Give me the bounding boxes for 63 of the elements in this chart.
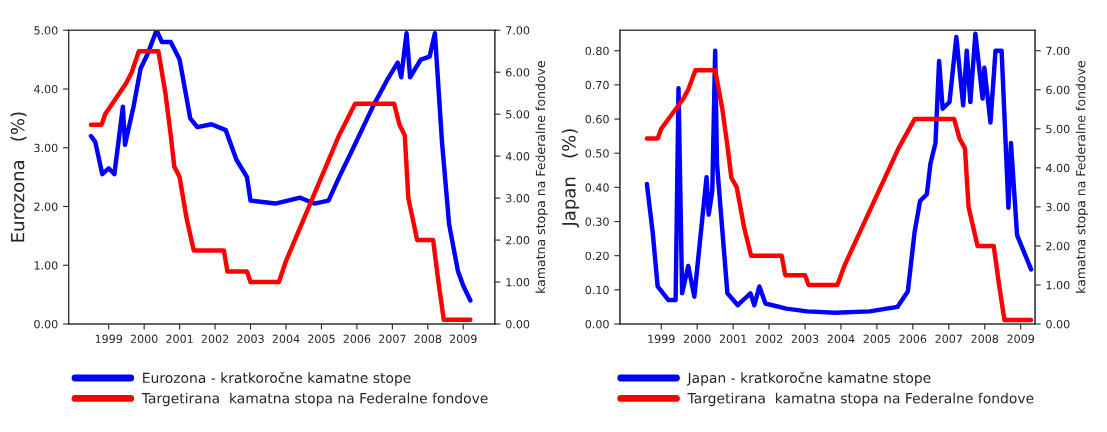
x-tick-label: 2002: [755, 334, 783, 344]
legend-label: Targetirana kamatna stopa na Federalne fondove: [141, 392, 488, 407]
x-tick-label: 2000: [130, 334, 158, 344]
x-tick-label: 2006: [899, 334, 927, 344]
y-tick-label: 0.60: [585, 115, 609, 124]
y-axis-title: Japan (%): [561, 129, 580, 228]
y-tick-label: 0.50: [585, 149, 609, 158]
x-tick-label: 2000: [683, 334, 711, 344]
line-series: [644, 68, 1034, 323]
y2-tick-label: 7.00: [506, 26, 530, 35]
y2-tick-label: 5.00: [1046, 124, 1070, 134]
y2-tick-label: 7.00: [1046, 46, 1070, 56]
x-tick-label: 2005: [863, 334, 891, 344]
y2-tick-label: 0.00: [505, 319, 530, 329]
y-tick-label: 1.00: [34, 261, 58, 270]
y-tick-label: 0.30: [585, 217, 609, 226]
legend-label: Targetirana kamatna stopa na Federalne fondove: [687, 392, 1034, 407]
y2-tick-label: 2.00: [506, 236, 530, 245]
x-tick-label: 2003: [791, 334, 819, 344]
y-tick-label: 0.10: [585, 285, 609, 295]
x-tick-label: 1999: [95, 334, 123, 344]
y2-tick-label: 3.00: [1046, 202, 1070, 212]
x-tick-label: 2005: [308, 334, 335, 344]
y2-tick-label: 6.00: [1046, 85, 1070, 95]
y-tick-label: 0.00: [34, 319, 58, 329]
y-axis-title: Eurozona (%): [10, 112, 27, 242]
x-tick-label: 2002: [201, 334, 229, 344]
y-tick-label: 3.00: [34, 143, 58, 153]
y-tick-label: 0.70: [585, 80, 609, 90]
y-tick-label: 0.40: [585, 183, 609, 192]
y2-tick-label: 1.00: [506, 278, 530, 287]
y2-axis-title: kamatna stopa na Federalne fondove: [1075, 61, 1088, 293]
line-series: [644, 31, 1034, 315]
x-tick-label: 2003: [237, 334, 264, 344]
y-tick-label: 0.80: [585, 46, 609, 56]
x-tick-label: 2009: [449, 334, 477, 344]
x-tick-label: 2004: [827, 334, 855, 344]
y2-tick-label: 4.00: [1046, 163, 1070, 173]
x-tick-label: 2008: [414, 334, 442, 344]
y2-tick-label: 5.00: [506, 110, 530, 119]
legend-label: Eurozona - kratkoročne kamatne stope: [143, 371, 411, 386]
x-tick-label: 2008: [971, 334, 999, 344]
y-tick-label: 4.00: [34, 84, 58, 94]
y2-tick-label: 0.00: [1046, 319, 1070, 329]
x-tick-label: 2006: [343, 334, 371, 344]
y-tick-label: 2.00: [34, 202, 58, 211]
legend-label: Japan - kratkoročne kamatne stope: [686, 371, 931, 386]
y2-tick-label: 6.00: [506, 68, 530, 77]
x-tick-label: 2007: [935, 334, 962, 344]
y2-tick-label: 4.00: [505, 152, 530, 161]
y-tick-label: 0.00: [585, 319, 609, 329]
y2-axis-title: kamatna stopa na Federalne fondove: [535, 61, 548, 293]
y2-tick-label: 3.00: [506, 194, 530, 203]
y2-tick-label: 2.00: [1046, 241, 1070, 251]
x-tick-label: 2001: [166, 334, 193, 344]
x-tick-label: 2001: [719, 334, 747, 344]
y-tick-label: 0.20: [585, 251, 609, 261]
y-tick-label: 5.00: [34, 26, 58, 35]
x-tick-label: 1999: [648, 334, 675, 344]
y2-tick-label: 1.00: [1046, 280, 1070, 290]
x-tick-label: 2009: [1007, 334, 1035, 344]
x-tick-label: 2007: [379, 334, 406, 344]
x-tick-label: 2004: [272, 334, 300, 344]
